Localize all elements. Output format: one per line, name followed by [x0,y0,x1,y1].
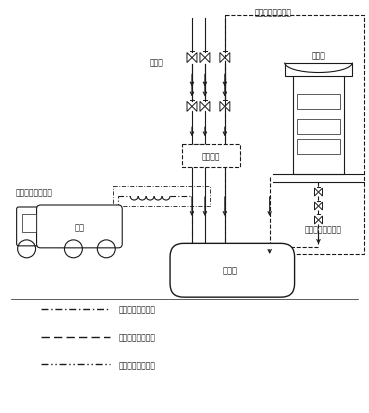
Text: 槽车: 槽车 [75,222,85,231]
Polygon shape [225,53,230,63]
Polygon shape [200,53,205,63]
Polygon shape [220,53,225,63]
Text: 加油机: 加油机 [311,51,325,60]
Polygon shape [200,102,205,112]
Bar [22,214,35,233]
Bar [284,63,352,77]
Polygon shape [318,189,323,197]
Text: 三次油气回收系统: 三次油气回收系统 [255,8,292,17]
Bar [182,145,240,168]
Bar [225,16,364,254]
Text: 放空口: 放空口 [149,58,163,67]
Text: 三次油气回收系统: 三次油气回收系统 [118,360,155,369]
Polygon shape [318,216,323,224]
Polygon shape [187,53,192,63]
Polygon shape [187,102,192,112]
Text: 二次油气回收系统: 二次油气回收系统 [118,332,155,341]
Bar [297,140,341,155]
Polygon shape [314,216,318,224]
Polygon shape [205,53,210,63]
FancyBboxPatch shape [37,206,122,248]
Bar [293,75,344,175]
Polygon shape [314,189,318,197]
Text: 回收装置: 回收装置 [201,152,220,161]
FancyBboxPatch shape [17,207,42,246]
Text: 一次油气回收系统: 一次油气回收系统 [118,304,155,313]
Polygon shape [205,102,210,112]
Polygon shape [192,102,197,112]
Polygon shape [314,202,318,211]
Text: 一次油气回收系统: 一次油气回收系统 [15,188,53,197]
Polygon shape [225,102,230,112]
Polygon shape [220,102,225,112]
Bar [297,95,341,110]
Polygon shape [318,202,323,211]
Bar [297,120,341,135]
FancyBboxPatch shape [170,244,294,297]
Text: 汽油罐: 汽油罐 [223,266,237,275]
Polygon shape [192,53,197,63]
Bar [113,187,210,206]
Text: 二次油气回收系统: 二次油气回收系统 [304,225,342,234]
